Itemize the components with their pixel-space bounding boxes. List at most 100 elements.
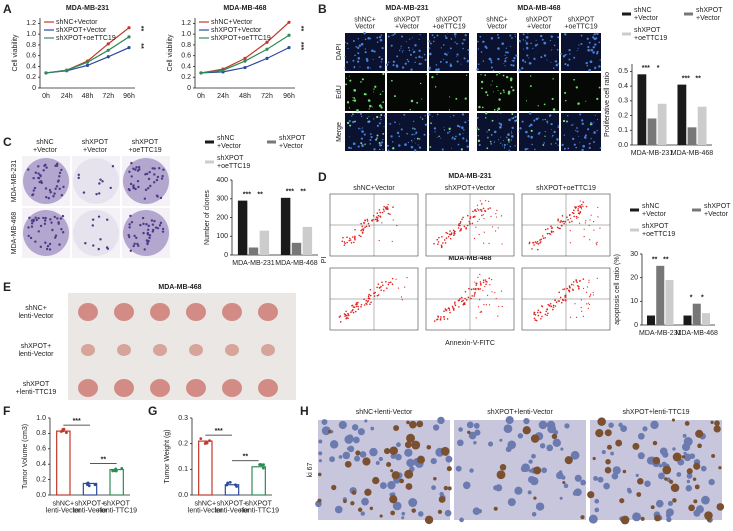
event	[482, 290, 484, 292]
y-tick-label: 10	[630, 298, 638, 305]
image-speck	[568, 48, 571, 52]
point	[199, 71, 203, 75]
event	[475, 226, 477, 228]
y-tick-label: 0.0	[618, 142, 628, 149]
image-speck	[590, 137, 592, 140]
colony	[155, 194, 159, 197]
event	[389, 213, 391, 215]
text-line: lenti-Vector	[72, 507, 108, 514]
event	[571, 220, 573, 223]
colony	[128, 226, 131, 229]
image-speck	[404, 62, 407, 65]
event	[364, 219, 366, 221]
event	[371, 220, 373, 222]
event	[485, 200, 487, 202]
colony	[158, 224, 162, 227]
text-line: shXPOT+	[21, 343, 52, 350]
event	[388, 281, 390, 284]
image-speck	[589, 142, 591, 145]
image-speck	[395, 65, 399, 68]
image-speck	[507, 498, 516, 507]
colony	[146, 228, 150, 231]
tumor	[258, 303, 278, 321]
event	[367, 295, 370, 298]
event	[365, 302, 367, 305]
image-speck	[533, 466, 542, 475]
event	[339, 321, 342, 323]
y-tick-label: 0.4	[618, 83, 628, 90]
image-speck	[317, 472, 322, 477]
event	[458, 223, 460, 225]
event	[540, 317, 542, 320]
y-tick-label: 0	[224, 252, 228, 259]
event	[342, 236, 344, 239]
image-speck	[450, 38, 453, 40]
event	[532, 241, 534, 244]
image-speck	[401, 35, 404, 38]
image-speck	[693, 499, 698, 504]
text-line: lenti-Vector	[214, 507, 250, 514]
event	[459, 222, 461, 225]
image-speck	[546, 444, 554, 452]
point	[262, 463, 265, 467]
image-speck	[683, 453, 692, 462]
image-speck	[551, 433, 558, 440]
image-speck	[390, 44, 393, 47]
y-tick-label: 0.3	[618, 98, 628, 105]
colony	[129, 214, 132, 218]
image-speck	[608, 422, 614, 428]
image-speck	[506, 143, 508, 145]
image-speck	[368, 116, 370, 118]
image-speck	[347, 70, 349, 72]
event	[484, 279, 487, 281]
event	[460, 300, 463, 303]
image-speck	[486, 131, 488, 133]
event	[354, 236, 356, 239]
image-speck	[493, 130, 497, 134]
image-speck	[434, 131, 436, 133]
image-speck	[654, 514, 661, 522]
image-speck	[433, 36, 436, 39]
image-speck	[437, 416, 445, 425]
image-speck	[484, 74, 487, 76]
image-speck	[504, 147, 506, 149]
image-speck	[562, 119, 566, 123]
event	[354, 238, 356, 241]
image-speck	[585, 100, 587, 102]
image-speck	[412, 50, 416, 54]
row-label: EdU	[336, 85, 343, 99]
image-speck	[504, 54, 506, 57]
image-speck	[447, 51, 449, 53]
text-line: +Vector	[696, 15, 721, 22]
image-speck	[345, 77, 348, 79]
column-label: shXPOT+lenti-TTC19	[622, 409, 689, 416]
image	[345, 113, 385, 151]
image-speck	[596, 32, 599, 36]
image-speck	[460, 148, 463, 151]
y-tick-label: 0.4	[181, 63, 191, 70]
image-speck	[462, 47, 464, 50]
event	[386, 206, 388, 208]
colony	[55, 164, 59, 167]
image-speck	[586, 37, 589, 40]
event	[575, 279, 577, 281]
image-speck	[564, 33, 567, 36]
image-speck	[372, 59, 374, 61]
event	[550, 230, 553, 232]
legend-swatch	[684, 12, 693, 16]
image	[477, 33, 517, 71]
image-speck	[406, 420, 410, 425]
event	[454, 301, 456, 304]
text-line: +Vector	[642, 211, 667, 218]
image-speck	[352, 120, 355, 124]
colony	[45, 166, 48, 169]
image-speck	[542, 144, 545, 146]
colony	[49, 191, 52, 194]
image-speck	[505, 75, 509, 79]
image-speck	[592, 456, 596, 461]
image-speck	[574, 474, 582, 482]
image-speck	[716, 503, 725, 511]
image-speck	[367, 99, 371, 102]
image-speck	[563, 147, 566, 150]
image-speck	[570, 450, 580, 460]
